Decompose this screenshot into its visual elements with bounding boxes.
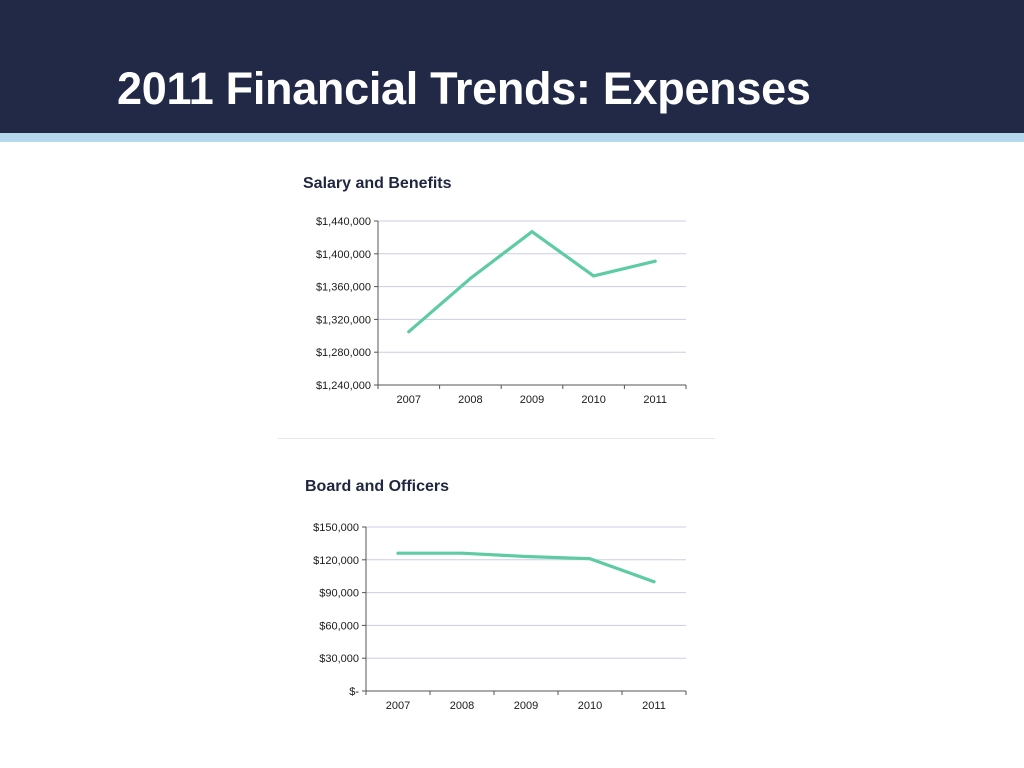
data-point — [588, 557, 592, 561]
data-point — [653, 259, 657, 263]
chart-title-salary-benefits: Salary and Benefits — [303, 175, 452, 192]
x-tick-label: 2008 — [450, 700, 474, 712]
header-accent-stripe — [0, 133, 1024, 142]
x-tick-label: 2010 — [581, 394, 605, 406]
y-tick-label: $120,000 — [313, 555, 359, 567]
data-point — [652, 580, 656, 584]
y-tick-label: $1,400,000 — [316, 249, 371, 261]
data-point — [592, 274, 596, 278]
x-tick-label: 2007 — [386, 700, 410, 712]
y-tick-label: $90,000 — [319, 588, 359, 600]
y-tick-label: $1,240,000 — [316, 380, 371, 392]
y-tick-label: $1,360,000 — [316, 282, 371, 294]
y-tick-label: $1,440,000 — [316, 216, 371, 228]
data-point — [524, 555, 528, 559]
slide-header — [0, 0, 1024, 133]
chart-title-board-officers: Board and Officers — [305, 478, 450, 495]
y-tick-label: $1,280,000 — [316, 347, 371, 359]
slide-title: 2011 Financial Trends: Expenses — [117, 63, 811, 114]
x-tick-label: 2008 — [458, 394, 482, 406]
data-point — [530, 230, 534, 234]
data-point — [468, 276, 472, 280]
y-tick-label: $150,000 — [313, 522, 359, 534]
y-tick-label: $60,000 — [319, 620, 359, 632]
x-tick-label: 2009 — [520, 394, 544, 406]
board-officers-line-chart: $- $30,000 $60,000 $90,000 $120,000 $150,000 2… — [313, 522, 687, 712]
y-tick-label: $1,320,000 — [316, 314, 371, 326]
x-tick-label: 2009 — [514, 700, 538, 712]
data-point — [407, 330, 411, 334]
data-point — [460, 551, 464, 555]
data-point — [396, 551, 400, 555]
y-tick-label: $- — [349, 686, 359, 698]
series-line — [407, 230, 657, 334]
x-tick-label: 2011 — [643, 394, 667, 406]
chart-divider — [278, 438, 715, 439]
y-tick-label: $30,000 — [319, 653, 359, 665]
x-tick-label: 2007 — [397, 394, 421, 406]
x-tick-label: 2010 — [578, 700, 602, 712]
salary-benefits-line-chart: $1,240,000 $1,280,000 $1,320,000 $1,360,000… — [316, 216, 687, 406]
x-tick-label: 2011 — [642, 700, 666, 712]
